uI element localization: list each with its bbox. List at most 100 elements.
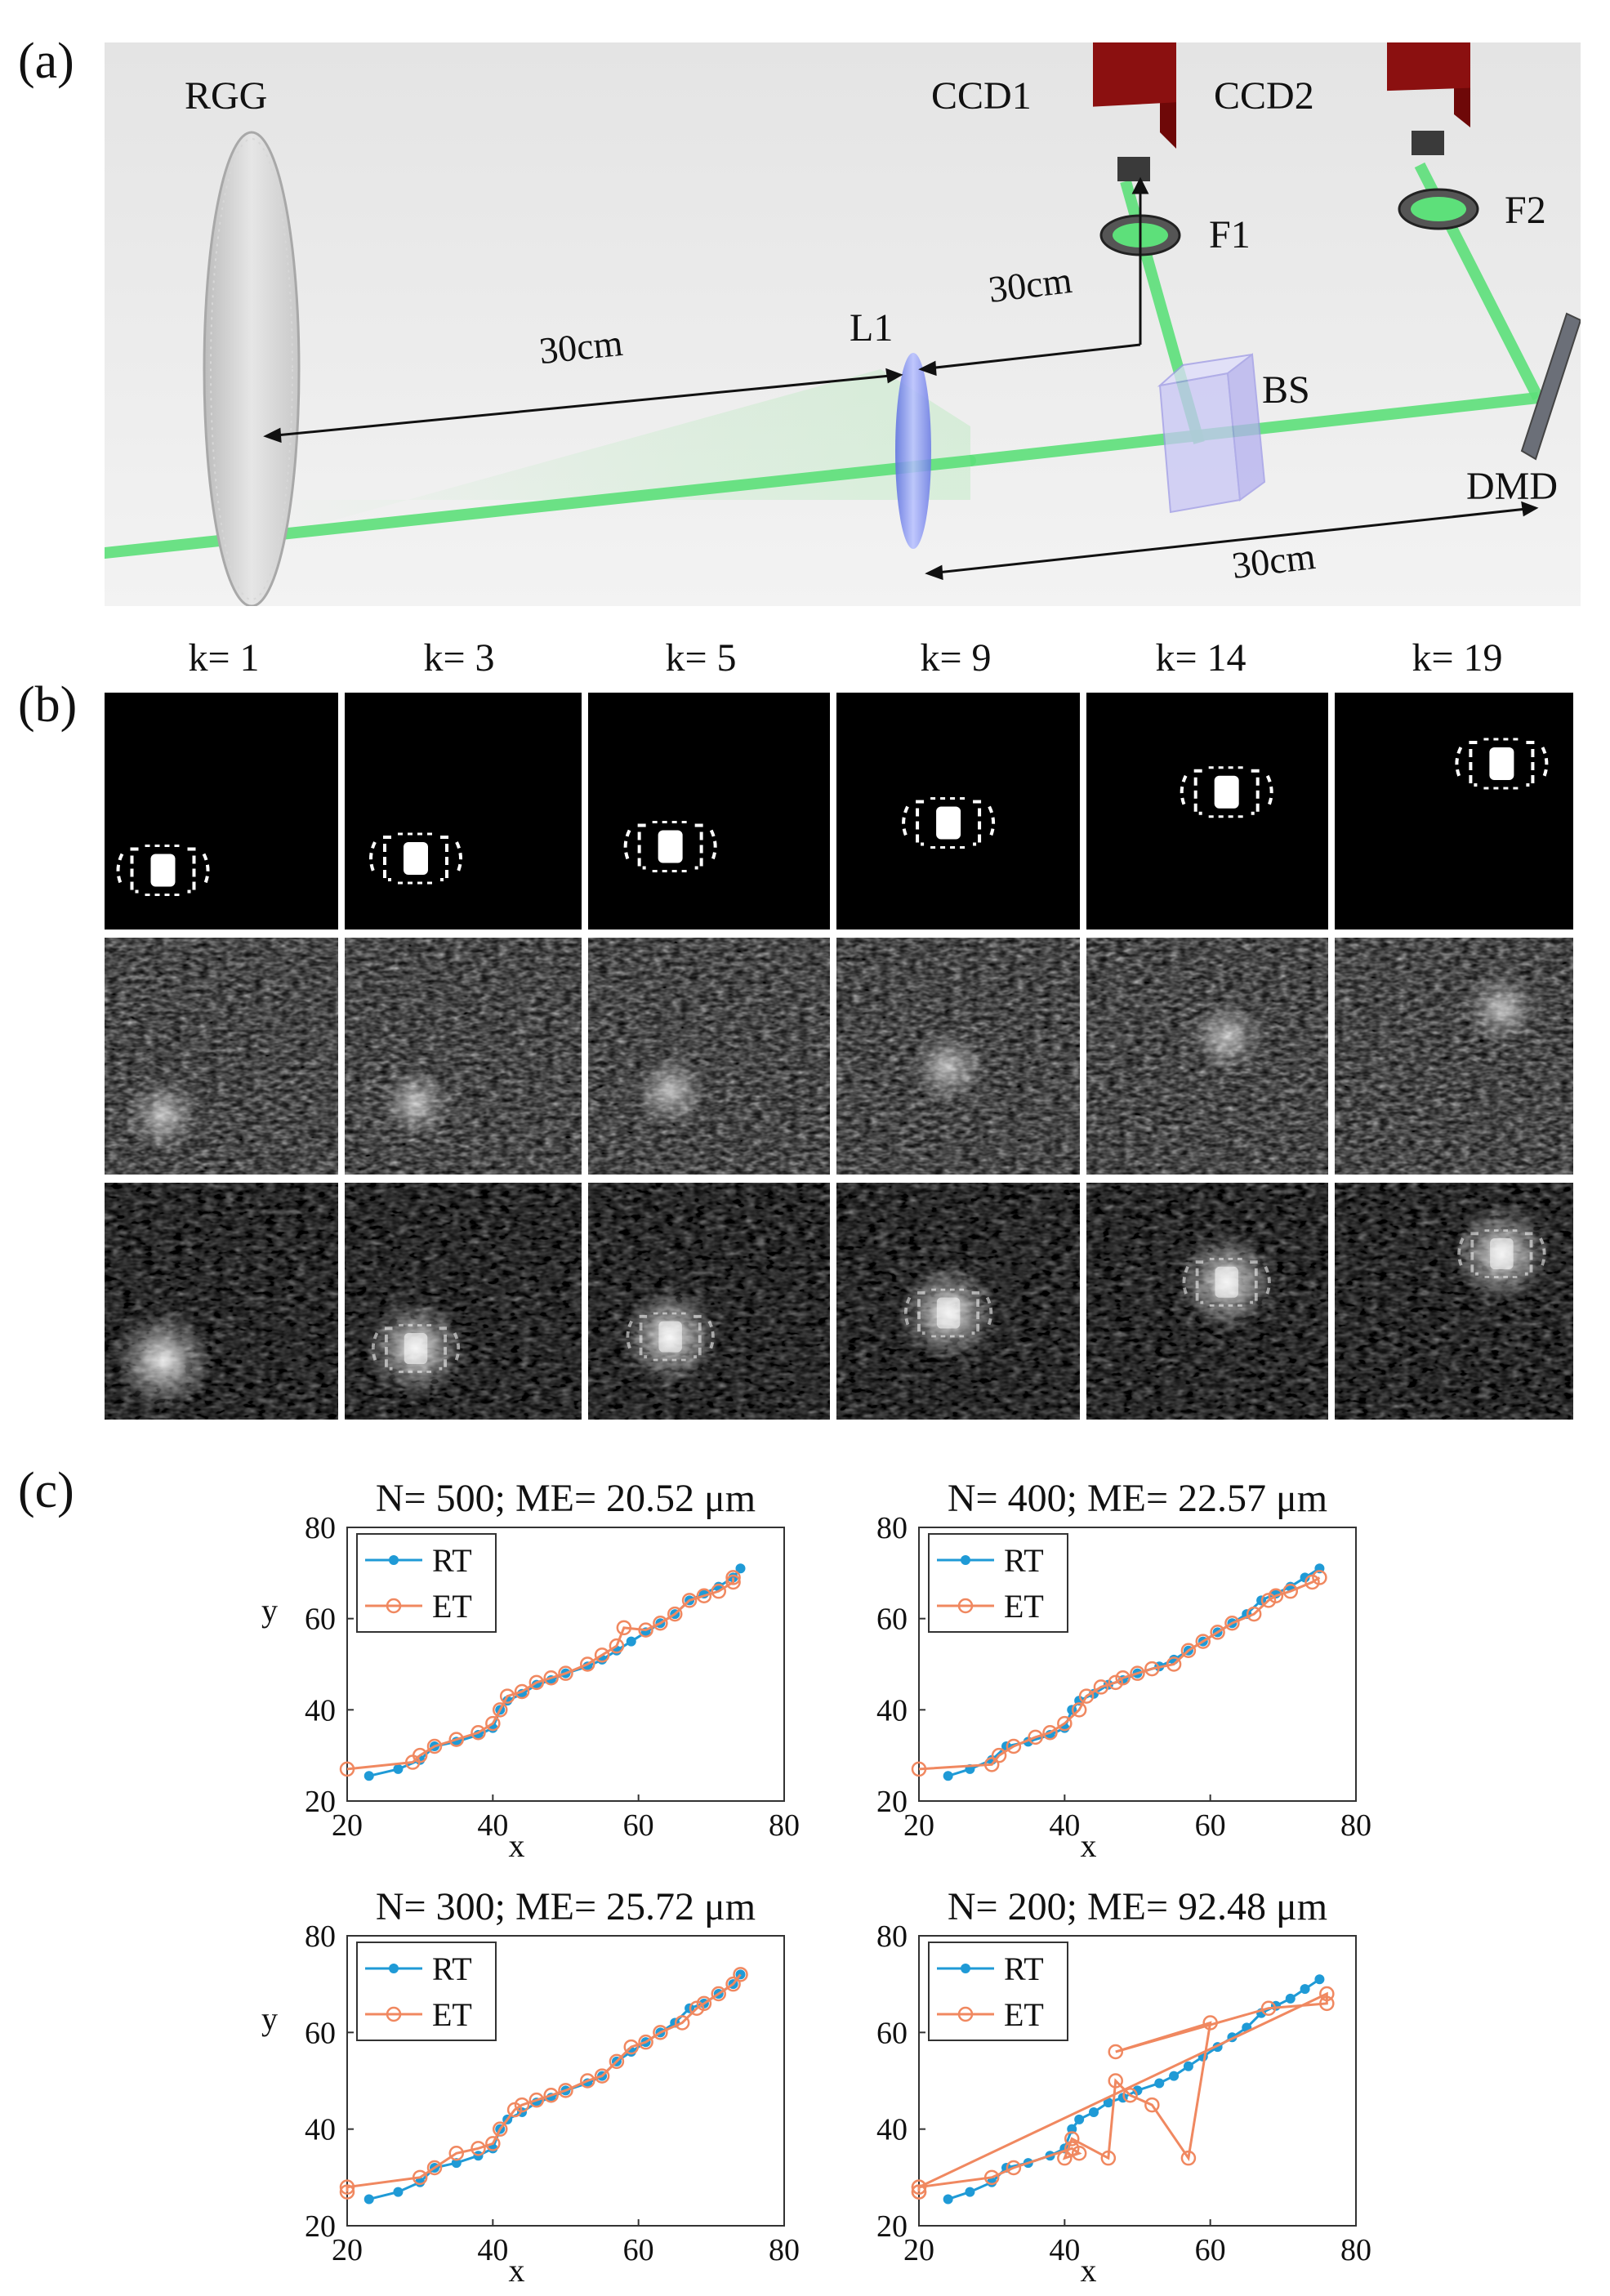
data-point-et [339, 1761, 355, 1777]
x-tick-label: 80 [1340, 2233, 1371, 2267]
frame-r3-c1 [105, 1183, 338, 1420]
x-tick-label: 40 [1049, 2233, 1080, 2267]
x-tick-label: 60 [623, 1808, 654, 1843]
trajectory-plot-n400: N= 400; ME= 22.57 μm 20 40 60 80 20 40 60 80 x RT E… [876, 1477, 1371, 1862]
data-point-et [1115, 1670, 1131, 1686]
k-label-2: k= 3 [423, 636, 495, 680]
panel-label-b: (b) [18, 677, 78, 733]
frame-r3-c4 [836, 1183, 1080, 1420]
plot-legend: RT ET [356, 1533, 497, 1633]
frame-r3-c5 [1086, 1183, 1328, 1420]
k-label-5: k= 14 [1155, 636, 1247, 680]
data-point-et [1057, 1715, 1073, 1732]
data-point-et [1144, 2097, 1160, 2113]
x-axis-label: x [1081, 2252, 1097, 2287]
frame-r1-c4 [836, 693, 1080, 930]
y-tick-label: 80 [305, 1919, 336, 1954]
data-point-et [1108, 2044, 1123, 2060]
data-point-et [339, 2184, 355, 2200]
data-point-rt [1169, 2071, 1180, 2081]
data-point-rt [626, 1636, 636, 1647]
y-tick-label: 60 [876, 2016, 908, 2050]
data-point-et [1312, 1570, 1327, 1585]
data-point-et [594, 1647, 610, 1663]
y-tick-label: 40 [876, 2113, 908, 2147]
data-point-rt [488, 2143, 498, 2154]
data-point-et [725, 1976, 741, 1992]
data-point-et [514, 2097, 530, 2113]
data-point-rt [965, 2187, 975, 2197]
plot-legend: RT ET [928, 1942, 1068, 2041]
y-tick-label: 20 [876, 1785, 908, 1819]
label-ccd2: CCD2 [1214, 74, 1314, 118]
k-label-4: k= 9 [920, 636, 992, 680]
legend-label: ET [1004, 1996, 1044, 2033]
data-point-et [725, 1574, 741, 1590]
data-point-rt [393, 1763, 404, 1774]
data-point-et [653, 1616, 668, 1631]
frame-r2-c6 [1335, 938, 1573, 1175]
legend-label: RT [1004, 1542, 1044, 1579]
data-point-et [911, 2184, 927, 2200]
k-label-3: k= 5 [665, 636, 737, 680]
data-point-rt [451, 2158, 462, 2169]
data-point-et [558, 2083, 573, 2098]
x-axis-label: x [509, 2252, 525, 2287]
data-point-et [485, 1715, 501, 1732]
label-f2: F2 [1505, 189, 1546, 232]
frame-r1-c3 [588, 693, 830, 930]
data-point-rt [943, 1771, 953, 1781]
panel-label-c: (c) [18, 1463, 74, 1518]
data-point-et [725, 1570, 741, 1585]
y-tick-label: 80 [876, 1919, 908, 1954]
x-tick-label: 60 [1195, 1808, 1226, 1843]
data-point-et [681, 1593, 698, 1608]
data-point-et [653, 2025, 668, 2040]
y-tick-label: 40 [305, 2113, 336, 2147]
data-point-et [616, 1620, 632, 1636]
data-point-et [696, 1995, 712, 2012]
frame-r3-c2 [345, 1183, 582, 1420]
data-point-et [1057, 2150, 1073, 2166]
data-point-et [1028, 1729, 1043, 1745]
data-point-et [1093, 1679, 1109, 1695]
legend-label: ET [432, 1996, 472, 2033]
y-tick-label: 60 [305, 2016, 336, 2050]
data-point-et [412, 1747, 428, 1763]
series-line-et [918, 1576, 1321, 1771]
l1-lens [895, 353, 931, 549]
series-line-et [346, 1973, 742, 2192]
data-point-et [609, 1638, 625, 1654]
data-point-et [983, 2169, 1000, 2186]
x-tick-label: 20 [903, 2233, 934, 2267]
legend-label: ET [432, 1588, 472, 1625]
data-point-rt [1154, 2078, 1165, 2089]
y-tick-label: 80 [305, 1511, 336, 1545]
plot-title: N= 400; ME= 22.57 μm [948, 1477, 1327, 1520]
frame-r1-c1 [105, 693, 338, 930]
plot-title: N= 200; ME= 92.48 μm [948, 1885, 1327, 1928]
x-tick-label: 40 [477, 2233, 508, 2267]
frame-grid [105, 693, 1573, 1420]
data-point-et [1071, 2146, 1087, 2161]
data-point-rt [1314, 1974, 1325, 1985]
legend-label: RT [432, 1542, 472, 1579]
data-point-et [1260, 2000, 1277, 2016]
data-point-et [1319, 1995, 1335, 2012]
y-tick-label: 40 [876, 1693, 908, 1728]
rgg-disk [203, 131, 301, 606]
data-point-et [528, 1674, 545, 1691]
plot-legend: RT ET [356, 1942, 497, 2041]
data-point-rt [363, 1771, 374, 1781]
data-point-et [1071, 1702, 1087, 1718]
data-point-rt [1067, 2124, 1077, 2134]
f2-filter [1398, 188, 1479, 230]
legend-label: RT [1004, 1950, 1044, 1987]
plot-legend: RT ET [928, 1533, 1068, 1633]
data-point-et [1100, 2150, 1117, 2166]
trajectory-plot-n500: N= 500; ME= 20.52 μm 20 40 60 80 20 40 60 80 x y RT… [261, 1477, 800, 1862]
data-point-et [1210, 1625, 1225, 1640]
data-point-rt [735, 1563, 746, 1574]
k-label-1: k= 1 [188, 636, 260, 680]
y-tick-label: 40 [305, 1693, 336, 1728]
